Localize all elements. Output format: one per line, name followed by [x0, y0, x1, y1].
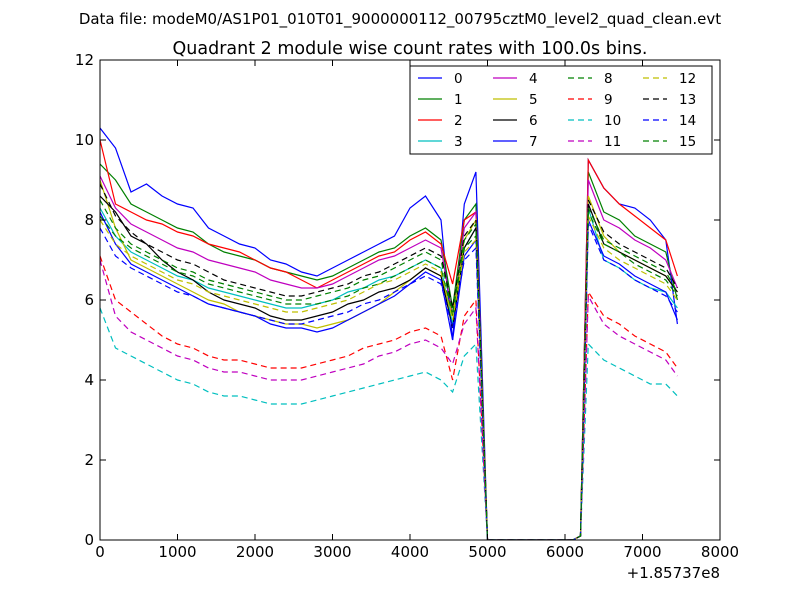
legend-label-0: 0 — [454, 71, 463, 87]
series-line-15 — [100, 199, 678, 540]
y-tick-label: 0 — [84, 531, 94, 549]
series-line-4 — [100, 175, 678, 540]
x-tick-label: 2000 — [236, 543, 274, 561]
series-line-2 — [100, 139, 678, 540]
x-tick-label: 4000 — [391, 543, 429, 561]
y-tick-label: 2 — [84, 451, 94, 469]
legend-label-8: 8 — [604, 71, 613, 87]
legend-label-15: 15 — [679, 134, 696, 150]
series-line-8 — [100, 211, 678, 540]
y-tick-label: 12 — [75, 51, 94, 69]
series-line-10 — [100, 307, 678, 540]
legend-label-2: 2 — [454, 113, 463, 129]
legend-label-12: 12 — [679, 71, 696, 87]
legend-label-14: 14 — [679, 113, 696, 129]
legend-label-6: 6 — [529, 113, 538, 129]
series-line-9 — [100, 255, 678, 540]
y-tick-label: 6 — [84, 291, 94, 309]
legend-label-3: 3 — [454, 134, 463, 150]
y-tick-label: 8 — [84, 211, 94, 229]
series-line-11 — [100, 259, 678, 540]
y-tick-label: 4 — [84, 371, 94, 389]
legend-label-9: 9 — [604, 92, 613, 108]
x-tick-label: 8000 — [701, 543, 739, 561]
suptitle: Data file: modeM0/AS1P01_010T01_90000001… — [79, 10, 721, 29]
legend-label-5: 5 — [529, 92, 538, 108]
chart-title: Quadrant 2 module wise count rates with … — [173, 39, 648, 59]
series-line-13 — [100, 183, 678, 540]
x-tick-label: 0 — [95, 543, 105, 561]
legend-label-1: 1 — [454, 92, 463, 108]
series-line-6 — [100, 195, 678, 540]
y-tick-label: 10 — [75, 131, 94, 149]
x-offset-label: +1.85737e8 — [627, 564, 720, 582]
legend-label-10: 10 — [604, 113, 621, 129]
legend-label-4: 4 — [529, 71, 538, 87]
x-tick-label: 6000 — [546, 543, 584, 561]
legend-label-7: 7 — [529, 134, 538, 150]
x-tick-label: 5000 — [468, 543, 506, 561]
legend-label-13: 13 — [679, 92, 696, 108]
legend-label-11: 11 — [604, 134, 621, 150]
x-tick-label: 3000 — [313, 543, 351, 561]
legend-box — [409, 65, 713, 155]
x-tick-label: 1000 — [158, 543, 196, 561]
series-lines — [100, 127, 678, 540]
x-axis: 0 1000 2000 3000 4000 5000 6000 7000 8000 — [95, 60, 739, 561]
x-tick-label: 7000 — [623, 543, 661, 561]
